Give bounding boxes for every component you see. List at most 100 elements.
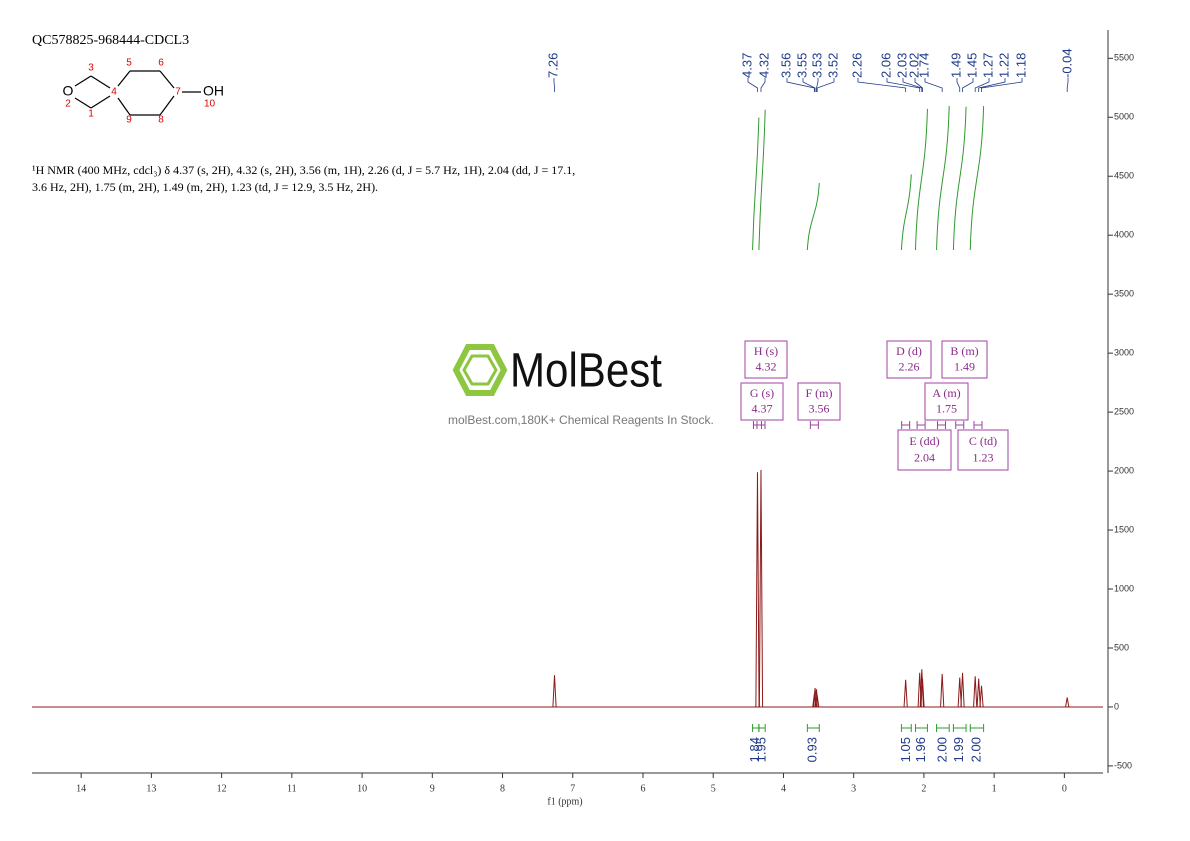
peak — [758, 469, 764, 707]
watermark-logo — [452, 344, 508, 396]
peak-label-leader — [816, 78, 819, 92]
description: ¹H NMR (400 MHz, cdcl₃) δ 4.37 (s, 2H), … — [32, 163, 576, 194]
atom-number: 6 — [158, 58, 164, 69]
multiplet-shift: 1.49 — [954, 359, 975, 373]
peak-label-leader — [902, 78, 923, 92]
integral-curve — [914, 108, 928, 251]
peak-label-leader — [978, 78, 1006, 92]
x-tick-label: 14 — [76, 783, 86, 794]
integral-label: 1.96 — [913, 737, 928, 762]
x-tick-label: 3 — [851, 783, 856, 794]
atom-number: 1 — [88, 109, 94, 120]
multiplet-box — [744, 340, 788, 379]
multiplet-name: F (m) — [806, 386, 833, 400]
multiplet-name: G (s) — [750, 386, 774, 400]
x-tick-label: 5 — [711, 783, 716, 794]
multiplet-shift: 4.32 — [756, 359, 777, 373]
integral-curve — [752, 117, 760, 251]
multiplet-shift: 4.37 — [752, 401, 773, 415]
peak-label-leader — [974, 78, 990, 92]
peak-label-leader — [1066, 78, 1069, 92]
peak-label: 7.26 — [545, 53, 560, 78]
peak-label-leader — [857, 78, 907, 92]
multiplet-box — [740, 382, 784, 421]
peak-label: 1.45 — [964, 53, 979, 78]
atom-number: 8 — [158, 115, 164, 126]
peak — [903, 679, 908, 707]
integral-curve — [952, 106, 967, 251]
peak-label-leader — [786, 78, 815, 92]
peak — [940, 673, 945, 707]
peak-label: -0.04 — [1059, 48, 1074, 78]
peak-label-leader — [914, 78, 923, 92]
peak — [957, 677, 962, 707]
multiplet-marker — [936, 421, 946, 429]
y-tick-label: 5500 — [1114, 53, 1134, 63]
x-axis-label: f1 (ppm) — [547, 796, 582, 807]
multiplet-box — [897, 429, 952, 471]
peak — [919, 669, 924, 707]
y-tick-label: 1000 — [1114, 583, 1134, 593]
peak — [960, 672, 965, 707]
x-tick-label: 12 — [217, 783, 227, 794]
integral-curve — [936, 105, 950, 251]
multiplet-marker — [752, 421, 762, 429]
peak-label: 2.06 — [878, 53, 893, 78]
x-tick-label: 1 — [992, 783, 997, 794]
peak — [552, 675, 557, 707]
y-tick-label: 5000 — [1114, 112, 1134, 122]
peak-label-leader — [956, 78, 961, 92]
multiplet-box — [797, 382, 841, 421]
atom-number: 4 — [111, 87, 117, 98]
peak-label-leader — [924, 78, 943, 92]
peak-label-leader — [760, 78, 766, 92]
peak-label: 2.02 — [906, 53, 921, 78]
atom-number: 10 — [204, 99, 216, 110]
peak — [976, 678, 981, 707]
multiplet-shift: 1.23 — [973, 451, 994, 465]
peak-label: 3.55 — [794, 53, 809, 78]
x-tick-label: 4 — [781, 783, 786, 794]
integral-curve — [758, 109, 766, 251]
peak-label: 1.18 — [1013, 53, 1028, 78]
atom-labels: O 2 3 1 4 5 6 7 OH 10 8 9 — [63, 58, 224, 126]
peak-label-leader — [802, 78, 816, 92]
multiplet-shift: 2.26 — [899, 359, 920, 373]
peak-label-leader — [886, 78, 921, 92]
multiplet-box — [957, 429, 1009, 471]
y-tick-label: 3000 — [1114, 348, 1134, 358]
peak-label: 4.32 — [756, 53, 771, 78]
peak-label: 1.49 — [948, 53, 963, 78]
peak-label: 2.03 — [894, 53, 909, 78]
peak-label-leader — [981, 78, 1023, 92]
peak-label-leader — [816, 78, 835, 92]
watermark-tagline: molBest.com,180K+ Chemical Reagents In S… — [448, 413, 714, 427]
multiplet-shift: 1.75 — [936, 401, 957, 415]
peak-label: 1.74 — [916, 53, 931, 78]
peak-label: 4.37 — [739, 53, 754, 78]
integral-curve — [969, 105, 985, 251]
integral-bracket — [936, 724, 950, 732]
peak-label: 3.56 — [778, 53, 793, 78]
multiplet-marker — [809, 421, 819, 429]
atom-number: 5 — [126, 58, 132, 69]
integral-label: 1.95 — [753, 737, 768, 762]
y-tick-label: 2500 — [1114, 406, 1134, 416]
integral-bracket — [758, 724, 766, 732]
multiplet-name: C (td) — [969, 434, 997, 448]
y-tick-label: 4000 — [1114, 230, 1134, 240]
integral-bracket — [900, 724, 912, 732]
peak-label: 1.27 — [980, 53, 995, 78]
peak — [755, 472, 760, 707]
integral-bracket — [969, 724, 985, 732]
peak-label-leader — [553, 78, 555, 92]
multiplet-box — [941, 340, 988, 379]
y-tick-label: 4500 — [1114, 171, 1134, 181]
watermark-brand: MolBest — [510, 345, 662, 398]
atom: OH — [203, 83, 224, 99]
atom-number: 2 — [65, 99, 71, 110]
chart-title: QC578825-968444-CDCL3 — [32, 33, 189, 48]
multiplet-shift: 3.56 — [809, 401, 830, 415]
atom-number: 3 — [88, 63, 94, 74]
